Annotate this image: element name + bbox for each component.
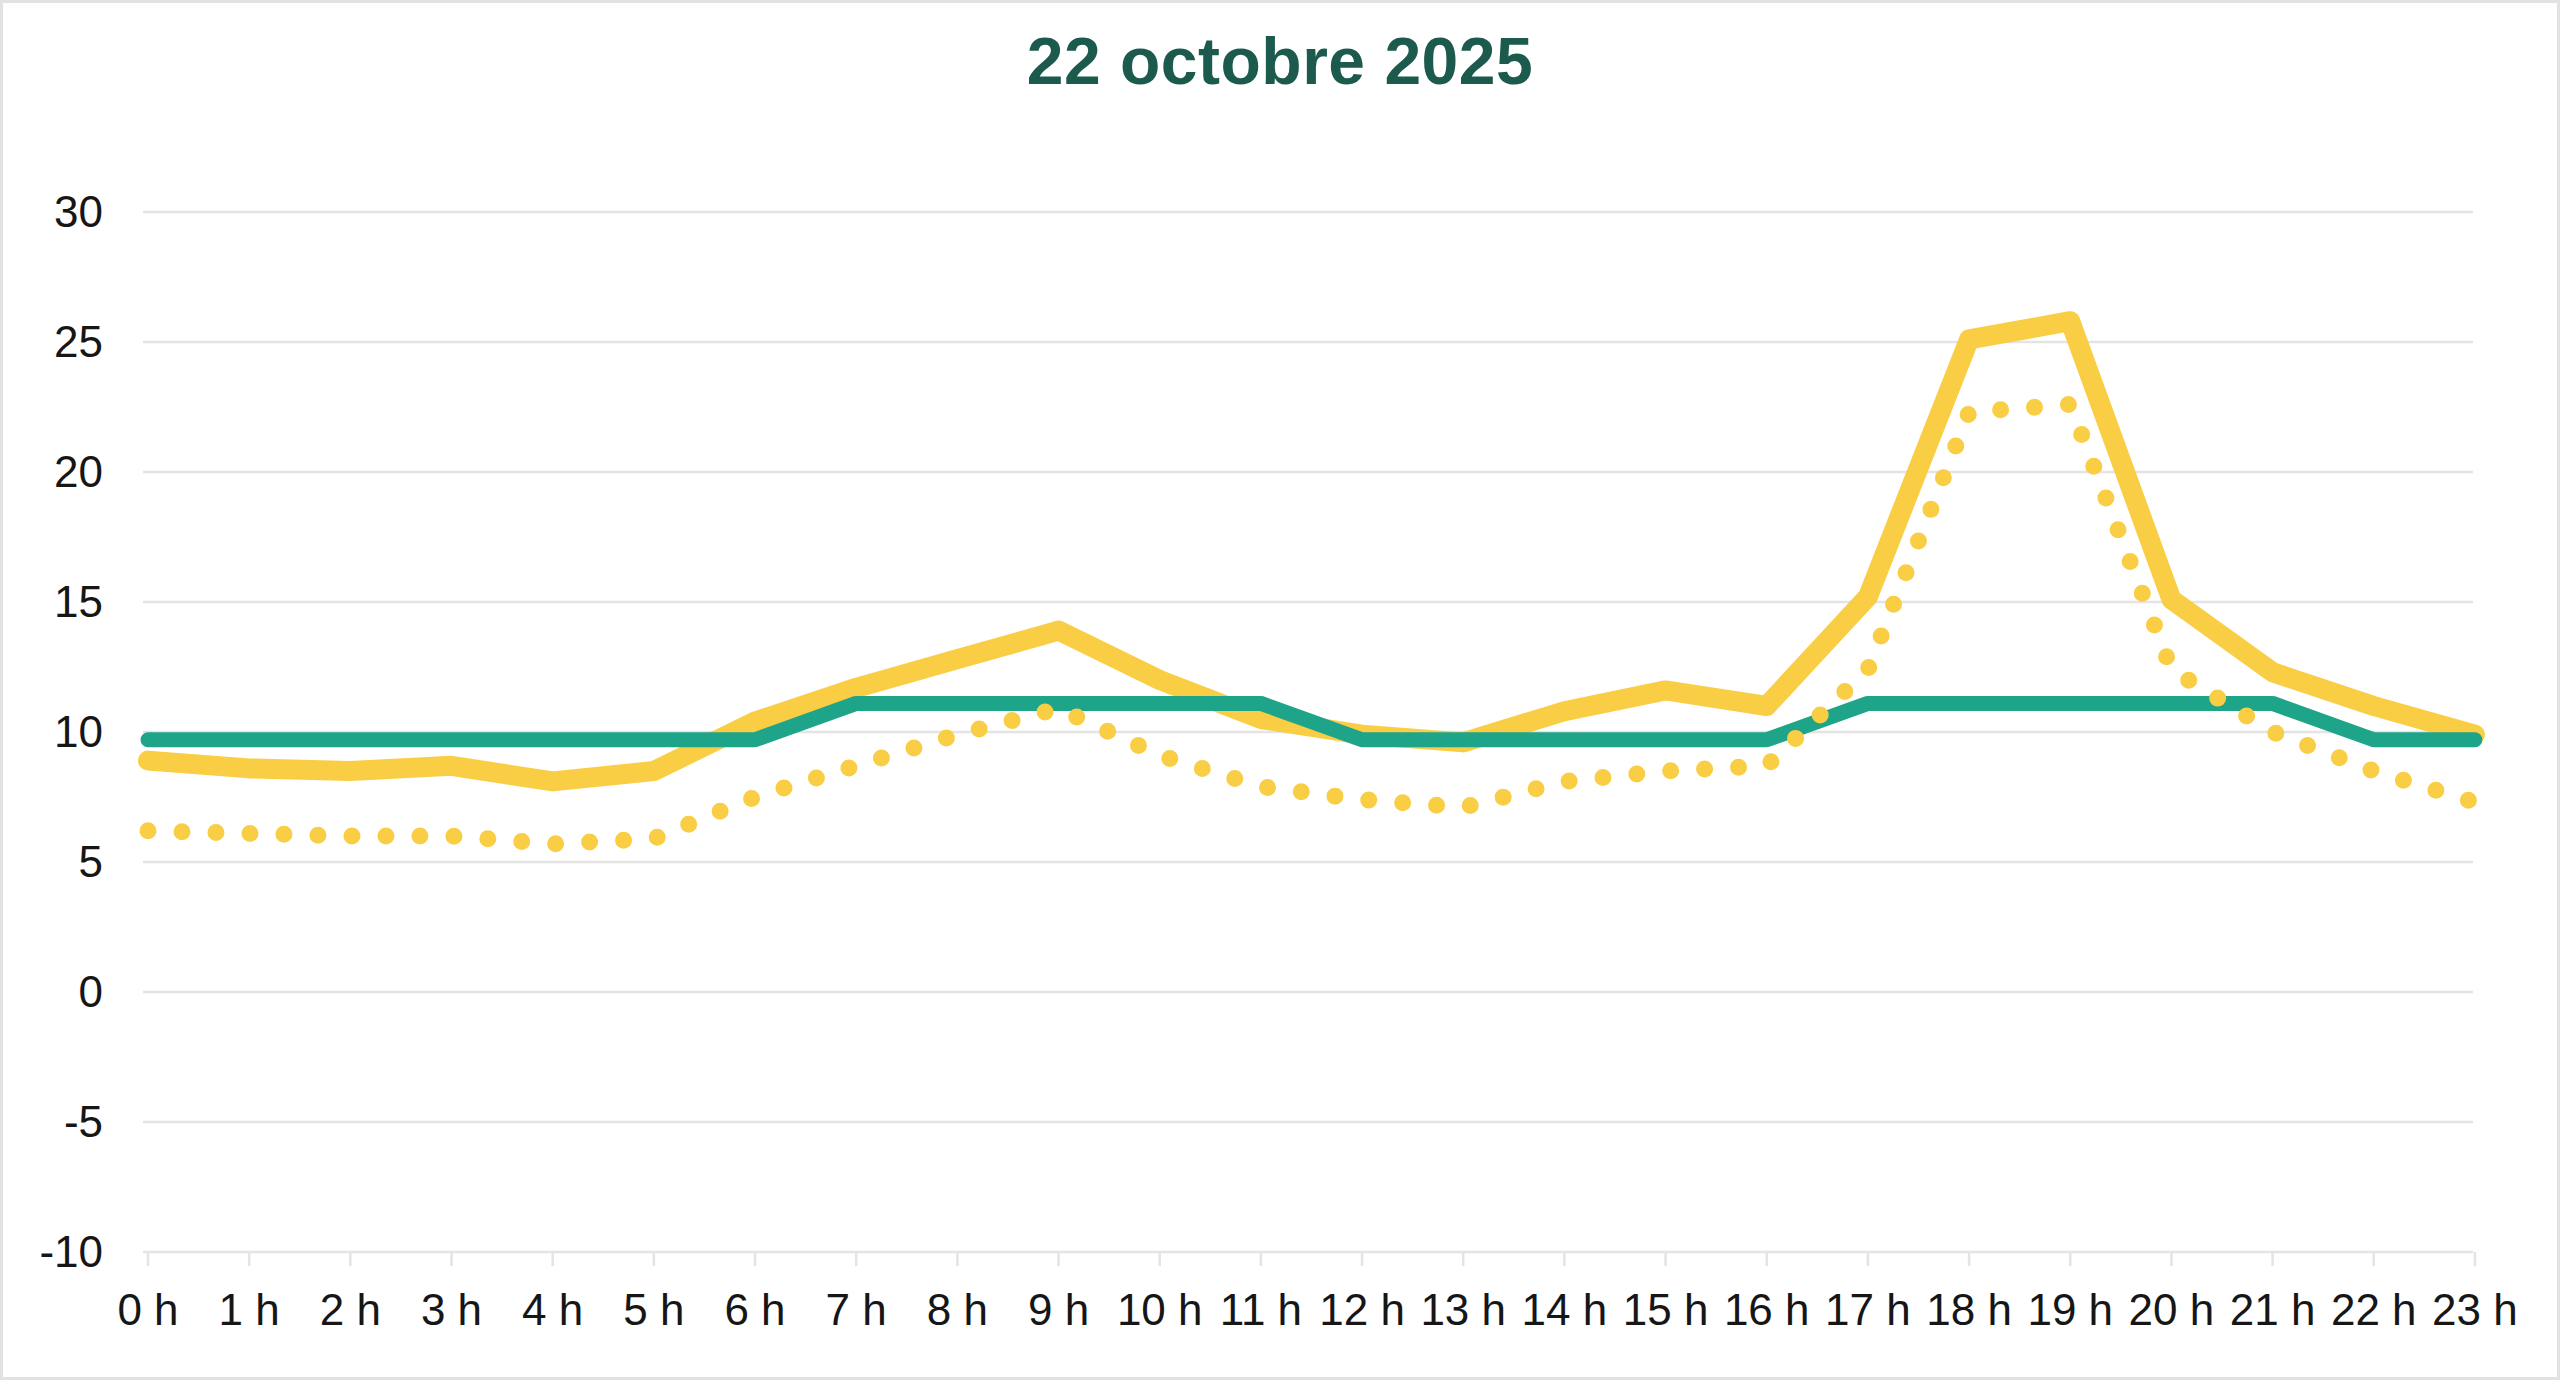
x-tick-label: 11 h [1220, 1285, 1302, 1334]
y-tick-label: 5 [79, 837, 103, 886]
x-tick-label: 15 h [1623, 1285, 1709, 1334]
y-tick-label: 0 [79, 967, 103, 1016]
x-tick-label: 7 h [826, 1285, 887, 1334]
y-tick-label: 10 [54, 707, 103, 756]
x-tick-label: 17 h [1825, 1285, 1911, 1334]
x-tick-label: 8 h [927, 1285, 988, 1334]
x-tick-label: 23 h [2432, 1285, 2518, 1334]
x-tick-label: 13 h [1420, 1285, 1506, 1334]
x-tick-label: 20 h [2129, 1285, 2215, 1334]
series-yellow-solid-line [148, 321, 2475, 781]
x-tick-label: 12 h [1319, 1285, 1405, 1334]
x-tick-label: 6 h [724, 1285, 785, 1334]
x-tick-label: 14 h [1522, 1285, 1608, 1334]
y-tick-label: 25 [54, 317, 103, 366]
y-tick-label: -5 [64, 1097, 103, 1146]
x-tick-label: 5 h [623, 1285, 684, 1334]
x-tick-label: 9 h [1028, 1285, 1089, 1334]
y-tick-label: 20 [54, 447, 103, 496]
x-tick-label: 1 h [219, 1285, 280, 1334]
line-chart-canvas: 30 25 20 15 10 5 0 -5 -10 0 h 1 h 2 h 3 h 4 h 5 h 6 h 7 … [3, 3, 2557, 1377]
chart-card: 22 octobre 2025 302520151050-5-100 h1 h2… [0, 0, 2560, 1380]
x-tick-label: 10 h [1117, 1285, 1203, 1334]
x-tick-label: 18 h [1926, 1285, 2012, 1334]
x-tick-label: 22 h [2331, 1285, 2417, 1334]
x-tick-label: 4 h [522, 1285, 583, 1334]
x-tick-label: 2 h [320, 1285, 381, 1334]
x-tick-label: 16 h [1724, 1285, 1810, 1334]
y-tick-label: 30 [54, 187, 103, 236]
x-tick-label: 0 h [117, 1285, 178, 1334]
y-tick-label: 15 [54, 577, 103, 626]
x-tick-label: 19 h [2027, 1285, 2113, 1334]
y-tick-label: -10 [39, 1227, 103, 1276]
x-tick-label: 21 h [2230, 1285, 2316, 1334]
x-tick-label: 3 h [421, 1285, 482, 1334]
